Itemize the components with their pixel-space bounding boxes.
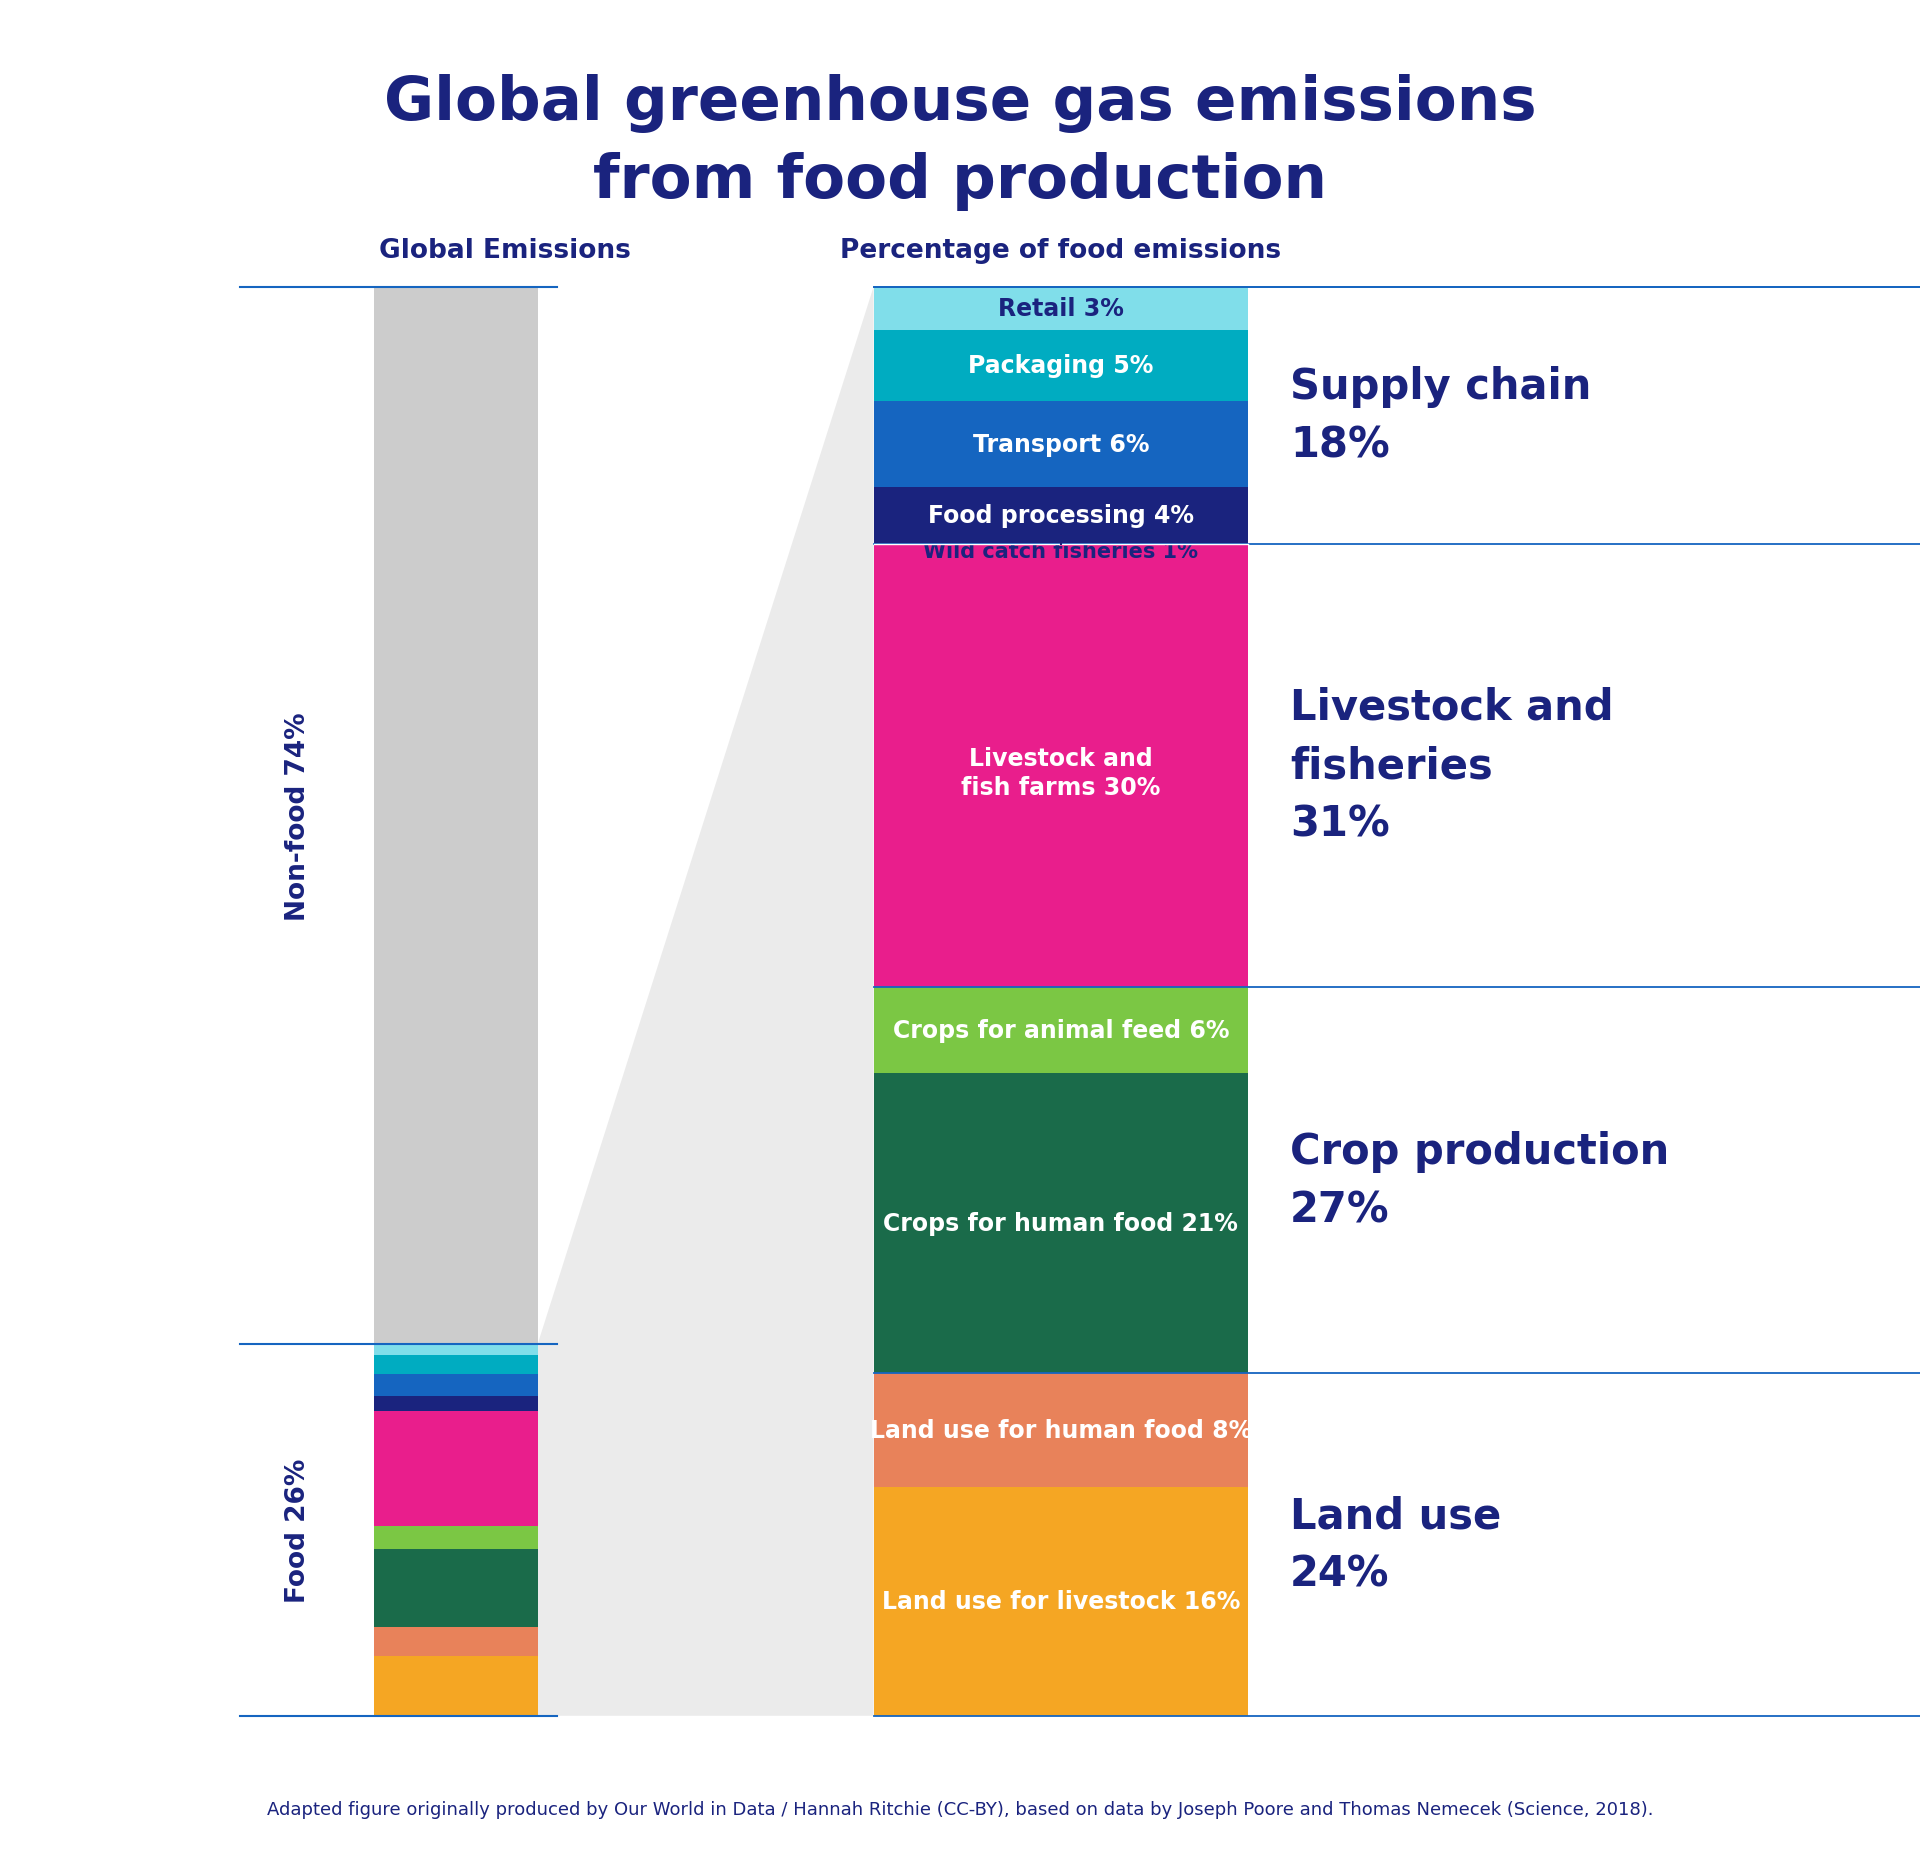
Text: Percentage of food emissions: Percentage of food emissions [841,237,1281,263]
Bar [874,558,1248,987]
Bar [874,288,1248,330]
Text: Global greenhouse gas emissions
from food production: Global greenhouse gas emissions from foo… [384,74,1536,210]
Bar [874,1072,1248,1373]
Text: Non-food 74%: Non-food 74% [284,712,311,920]
Text: Supply chain
18%: Supply chain 18% [1290,365,1592,466]
Bar [874,1488,1248,1716]
Text: Food 26%: Food 26% [284,1458,311,1603]
Bar [374,1397,538,1412]
Bar [374,1627,538,1657]
Polygon shape [538,288,874,1716]
Bar [374,288,538,1345]
Bar [374,1549,538,1627]
Bar [874,1373,1248,1488]
Text: Crops for human food 21%: Crops for human food 21% [883,1211,1238,1235]
Bar [374,1345,538,1356]
Bar [874,545,1248,558]
Text: Transport 6%: Transport 6% [973,432,1148,456]
Bar [374,1375,538,1397]
Bar [374,1412,538,1415]
Bar [874,987,1248,1072]
Text: Crops for animal feed 6%: Crops for animal feed 6% [893,1018,1229,1043]
Text: Livestock and
fisheries
31%: Livestock and fisheries 31% [1290,686,1615,846]
Text: Global Emissions: Global Emissions [380,237,632,263]
Text: Livestock and
fish farms 30%: Livestock and fish farms 30% [962,746,1160,800]
Text: Wild catch fisheries 1%: Wild catch fisheries 1% [924,542,1198,562]
Bar [374,1356,538,1375]
Bar [374,1527,538,1549]
Text: Food processing 4%: Food processing 4% [927,505,1194,529]
Text: Packaging 5%: Packaging 5% [968,354,1154,378]
Text: Land use for human food 8%: Land use for human food 8% [870,1419,1252,1441]
Bar [374,1415,538,1527]
Text: Land use for livestock 16%: Land use for livestock 16% [881,1590,1240,1614]
Bar [374,1657,538,1716]
Text: Adapted figure originally produced by Our World in Data / Hannah Ritchie (CC-BY): Adapted figure originally produced by Ou… [267,1799,1653,1818]
Text: Crop production
27%: Crop production 27% [1290,1130,1670,1230]
Bar [874,330,1248,403]
Bar [874,488,1248,545]
Text: Land use
24%: Land use 24% [1290,1495,1501,1595]
Text: Retail 3%: Retail 3% [998,297,1123,321]
Bar [874,403,1248,488]
